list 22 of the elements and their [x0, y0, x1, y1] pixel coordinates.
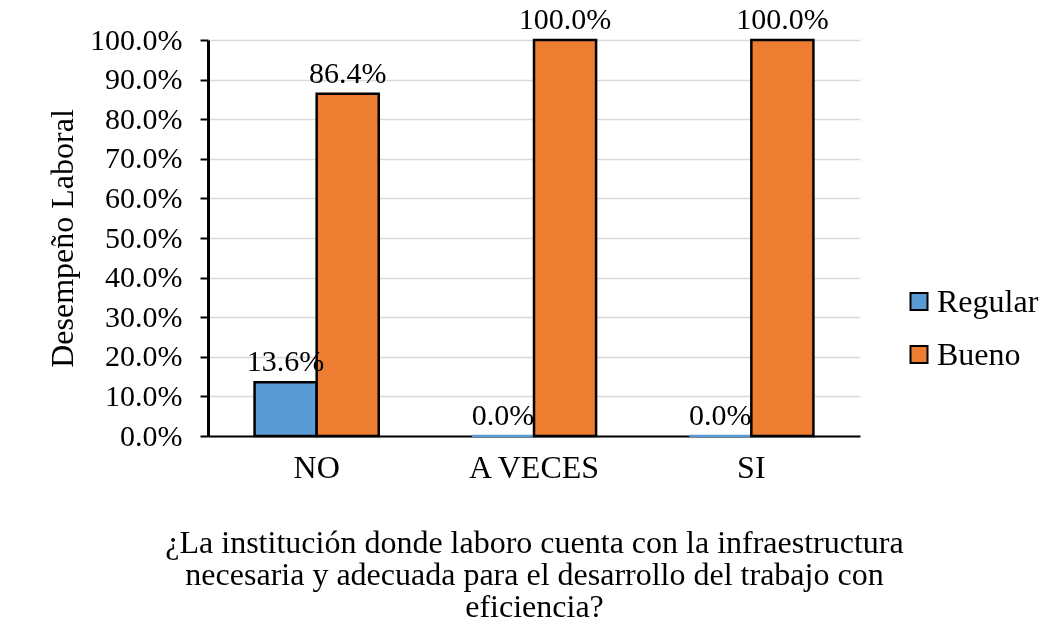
x-tick-label: SI: [737, 448, 766, 485]
y-tick-label: 30.0%: [105, 299, 183, 333]
legend-label: Regular: [937, 282, 1039, 319]
x-tick-label: NO: [293, 448, 340, 485]
y-tick-label: 20.0%: [105, 339, 183, 373]
y-axis-title: Desempeño Laboral: [44, 109, 81, 368]
y-tick-label: 50.0%: [105, 220, 183, 254]
y-tick-label: 90.0%: [105, 62, 183, 96]
data-label: 86.4%: [308, 55, 387, 89]
y-tick-label: 70.0%: [105, 141, 183, 175]
legend-label: Bueno: [937, 335, 1021, 372]
data-label: 100.0%: [736, 2, 829, 35]
y-tick-label: 10.0%: [105, 378, 183, 412]
x-axis-title: ¿La institución donde laboro cuenta con la infraestructura necesaria y adecuada para el desarrollo del trabajo con eficiencia?: [165, 523, 904, 624]
x-tick-label: A VECES: [468, 448, 600, 485]
y-tick-label: 40.0%: [105, 260, 183, 294]
y-tick-label: 100.0%: [90, 22, 183, 56]
y-tick-label: 60.0%: [105, 180, 183, 214]
y-tick-label: 0.0%: [120, 418, 183, 452]
y-tick-label: 80.0%: [105, 101, 183, 135]
data-label: 100.0%: [518, 2, 612, 35]
data-label: 0.0%: [471, 398, 535, 431]
